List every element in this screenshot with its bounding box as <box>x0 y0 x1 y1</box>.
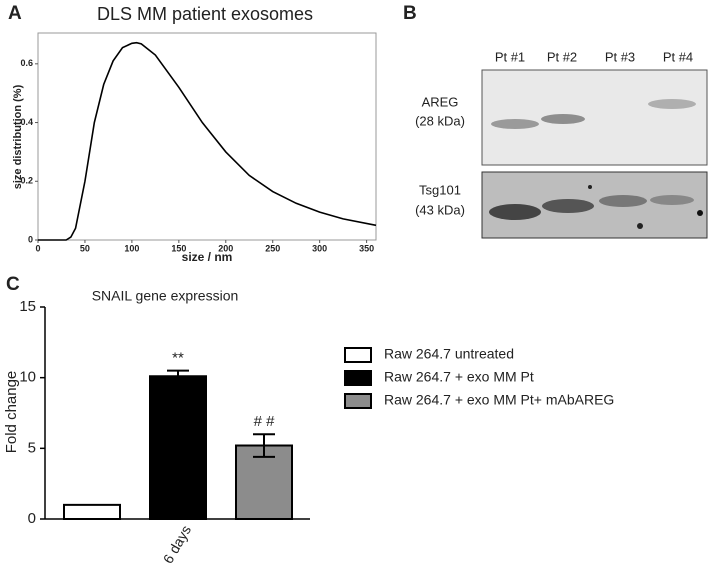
x-tick-label: 50 <box>80 243 90 253</box>
band <box>650 195 694 205</box>
y-tick-label: 15 <box>19 298 36 315</box>
band <box>542 199 594 213</box>
band <box>648 99 696 109</box>
x-tick-label: 0 <box>35 243 40 253</box>
lane-label: Pt #2 <box>547 49 577 64</box>
x-tick-label: 150 <box>171 243 186 253</box>
bar <box>149 375 207 520</box>
y-tick-label: 0 <box>28 510 36 527</box>
speck <box>588 185 592 189</box>
y-tick-label: 10 <box>19 369 36 386</box>
panel-label: A <box>8 3 22 24</box>
x-tick-label: 200 <box>218 243 233 253</box>
x-tick-label: 100 <box>124 243 139 253</box>
speck <box>697 210 703 216</box>
significance: ** <box>172 350 184 367</box>
band <box>491 119 539 129</box>
error-bar <box>167 369 189 383</box>
legend-label: Raw 264.7 untreated <box>384 346 514 362</box>
row-label: (28 kDa) <box>415 113 465 128</box>
y-tick-label: 0.6 <box>20 58 33 68</box>
legend-label: Raw 264.7 + exo MM Pt <box>384 369 534 385</box>
lane-label: Pt #4 <box>663 49 693 64</box>
lane-label: Pt #1 <box>495 49 525 64</box>
band <box>541 114 585 124</box>
plot-frame <box>37 32 377 241</box>
y-tick-label: 0.4 <box>20 117 33 127</box>
panel-label: C <box>6 274 20 295</box>
x-tick-label: 350 <box>359 243 374 253</box>
y-tick-label: 0.2 <box>20 176 33 186</box>
error-bar <box>253 433 275 458</box>
panel-label: B <box>403 3 417 24</box>
y-axis-label: Fold change <box>3 371 20 454</box>
band <box>489 204 541 220</box>
x-axis-label: size / nm <box>182 250 233 264</box>
chart-title: SNAIL gene expression <box>92 288 239 304</box>
band <box>599 195 647 207</box>
row-label: (43 kDa) <box>415 202 465 217</box>
y-axis-label: size distribution (%) <box>12 84 24 189</box>
row-label: AREG <box>422 94 459 109</box>
blot-membrane <box>481 69 708 166</box>
lane-label: Pt #3 <box>605 49 635 64</box>
line <box>38 41 377 241</box>
legend-label: Raw 264.7 + exo MM Pt+ mAbAREG <box>384 392 614 408</box>
blot <box>481 69 708 239</box>
x-tick-label: 250 <box>265 243 280 253</box>
legend-swatch <box>344 370 372 386</box>
legend-swatch <box>344 347 372 363</box>
significance: # # <box>254 413 276 430</box>
speck <box>637 223 643 229</box>
y-tick-label: 5 <box>28 439 36 456</box>
row-label: Tsg101 <box>419 182 461 197</box>
x-tick-label: 6 days <box>160 522 194 566</box>
x-tick-label: 300 <box>312 243 327 253</box>
legend-swatch <box>344 393 372 409</box>
y-tick-label: 0 <box>28 234 33 244</box>
chart-title: DLS MM patient exosomes <box>97 4 313 24</box>
bar <box>63 503 121 521</box>
